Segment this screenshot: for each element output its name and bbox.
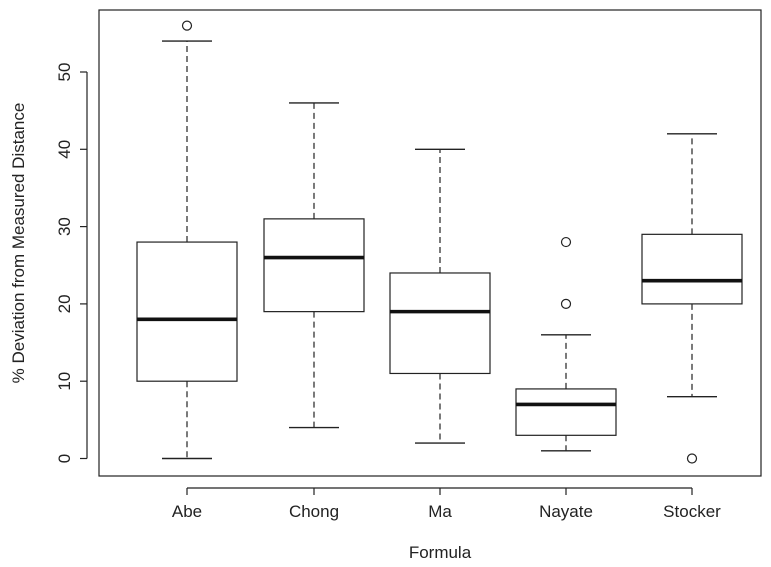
iqr-box-abe [136,241,238,382]
box-ma [389,148,491,444]
outlier-nayate-1 [560,236,572,248]
iqr-box-stocker [641,233,743,305]
x-tick-label-abe: Abe [172,502,202,521]
x-tick-label-stocker: Stocker [663,502,721,521]
y-tick-label-20: 20 [55,294,74,313]
y-tick-label-0: 0 [55,454,74,463]
box-chong [263,102,365,429]
y-tick-label-10: 10 [55,372,74,391]
iqr-box-chong [263,218,365,313]
outlier-stocker-0 [686,453,698,464]
x-tick-label-chong: Chong [289,502,339,521]
x-axis-title: Formula [409,543,472,562]
iqr-box-nayate [515,388,617,436]
y-tick-label-40: 40 [55,140,74,159]
box-stocker [641,133,743,464]
y-axis-title: % Deviation from Measured Distance [9,103,28,384]
outlier-nayate-0 [560,298,572,309]
box-abe [136,20,238,460]
x-axis: Abe Chong Ma Nayate Stocker [172,487,721,521]
iqr-box-ma [389,272,491,375]
boxes [136,20,743,464]
plot-frame [98,9,762,477]
box-nayate [515,236,617,452]
x-tick-label-nayate: Nayate [539,502,593,521]
outlier-abe-0 [181,20,193,31]
y-tick-label-30: 30 [55,217,74,236]
y-axis: 0 10 20 30 40 50 [55,63,88,463]
x-tick-label-ma: Ma [428,502,452,521]
y-tick-label-50: 50 [55,63,74,82]
